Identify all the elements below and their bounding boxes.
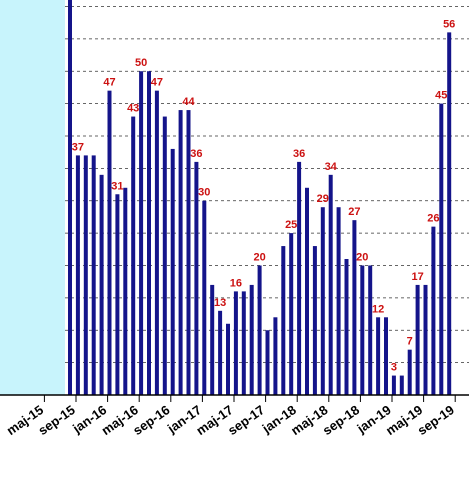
data-label: 36	[190, 148, 202, 160]
bar	[257, 265, 262, 395]
bar	[75, 155, 80, 395]
bar	[328, 174, 333, 395]
bar	[202, 200, 207, 395]
bar	[83, 155, 88, 395]
bar	[320, 207, 325, 395]
bar	[249, 284, 254, 395]
data-label: 26	[427, 213, 439, 225]
bar	[154, 90, 159, 396]
data-label: 56	[443, 18, 455, 30]
bar	[289, 233, 294, 395]
bar	[226, 323, 230, 395]
data-label: 47	[151, 77, 163, 89]
bar	[194, 161, 199, 395]
data-label: 3	[391, 362, 397, 374]
bar	[423, 284, 428, 395]
bar	[368, 265, 373, 395]
data-label: 20	[253, 251, 265, 263]
x-axis-labels: maj-15sep-15jan-16maj-16sep-16jan-17maj-…	[4, 395, 457, 438]
bar	[305, 187, 309, 395]
bar	[131, 116, 136, 396]
bar	[265, 330, 270, 395]
data-label: 34	[325, 161, 338, 173]
data-label: 25	[285, 219, 297, 231]
bar	[439, 103, 444, 395]
x-tick-label: sep-16	[130, 402, 172, 438]
bar	[336, 207, 341, 395]
bar	[376, 317, 381, 395]
bar	[407, 349, 412, 395]
data-label: 12	[372, 303, 384, 315]
data-label: 45	[435, 90, 447, 102]
bar	[344, 259, 349, 395]
data-labels: 3747314350474436301316202536293427201237…	[72, 18, 456, 373]
bar	[273, 317, 278, 395]
data-label: 36	[293, 148, 305, 160]
data-label: 27	[348, 206, 360, 218]
data-label: 7	[407, 336, 413, 348]
data-label: 29	[317, 193, 329, 205]
bar	[352, 220, 357, 395]
data-label: 31	[111, 180, 123, 192]
data-label: 16	[230, 277, 242, 289]
data-label: 37	[72, 141, 84, 153]
data-label: 47	[103, 77, 115, 89]
x-tick-label: sep-15	[35, 402, 77, 438]
bar	[447, 32, 452, 396]
bar	[178, 110, 183, 395]
bar	[123, 187, 128, 395]
bar	[139, 71, 144, 396]
bar	[91, 155, 96, 395]
data-label: 43	[127, 103, 139, 115]
bar	[399, 375, 404, 395]
bar	[415, 284, 420, 395]
data-label: 20	[356, 251, 368, 263]
bar	[162, 116, 167, 396]
bar	[107, 90, 112, 396]
bar	[233, 291, 238, 395]
bar	[384, 317, 388, 395]
bar	[241, 291, 246, 395]
data-label: 17	[411, 271, 423, 283]
data-label: 50	[135, 57, 147, 69]
data-label: 13	[214, 297, 226, 309]
bar	[391, 375, 396, 395]
bar	[281, 246, 286, 395]
x-tick-label: sep-17	[225, 402, 267, 438]
x-tick-label: sep-19	[415, 402, 457, 438]
bar	[99, 174, 104, 395]
data-label: 44	[182, 96, 195, 108]
bar	[431, 226, 436, 395]
bar	[210, 284, 215, 395]
bars	[68, 0, 452, 396]
bar	[115, 194, 120, 395]
bar	[186, 110, 191, 395]
bar	[297, 161, 302, 395]
bar	[68, 0, 72, 396]
data-label: 30	[198, 187, 210, 199]
x-tick-label: sep-18	[320, 402, 362, 438]
bar	[147, 71, 151, 396]
bar	[170, 148, 175, 395]
bar	[218, 310, 223, 395]
bar	[360, 265, 365, 395]
bar	[312, 246, 317, 395]
